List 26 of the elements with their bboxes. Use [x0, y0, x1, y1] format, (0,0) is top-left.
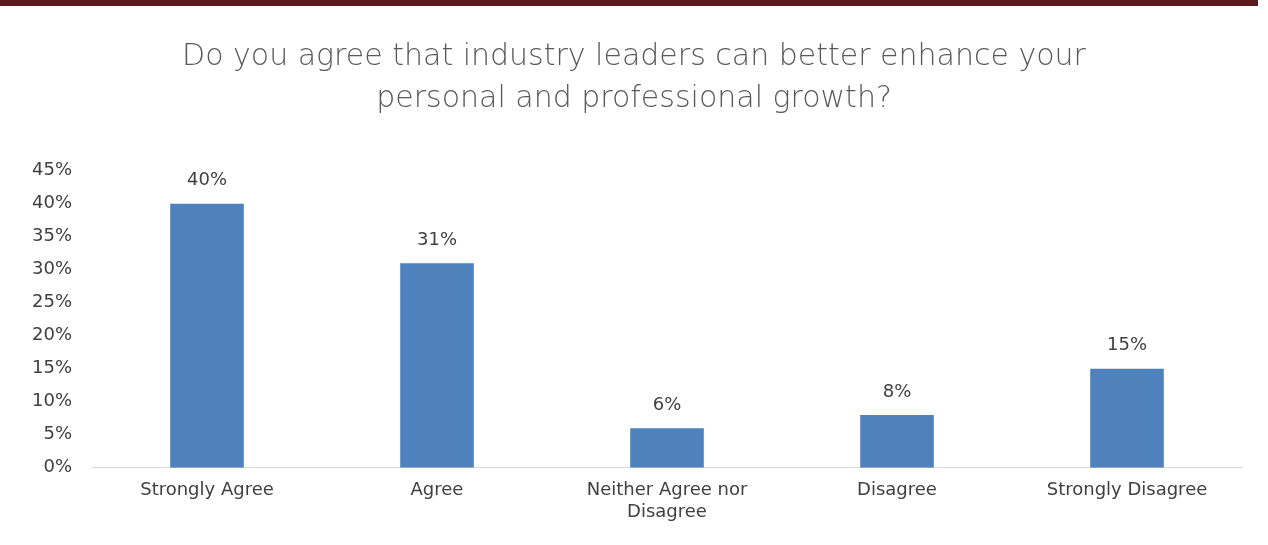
y-tick-label: 20% [31, 323, 73, 345]
x-tick-label: Strongly Agree [140, 478, 274, 500]
y-tick-label: 25% [31, 290, 73, 312]
bar [400, 263, 474, 468]
y-tick-label: 40% [31, 191, 73, 213]
bar [630, 428, 704, 468]
data-label: 8% [882, 379, 912, 401]
data-label: 6% [652, 392, 682, 414]
y-tick-label: 10% [31, 389, 73, 411]
y-tick-label: 35% [31, 224, 73, 246]
x-tick-label: Disagree [857, 478, 937, 500]
bar [170, 203, 244, 468]
y-tick-label: 0% [43, 455, 73, 477]
y-tick-label: 5% [43, 422, 73, 444]
x-tick-label: Neither Agree nor Disagree [586, 478, 748, 521]
bar [860, 415, 934, 468]
x-tick-label: Agree [410, 478, 464, 500]
y-tick-label: 45% [31, 158, 73, 180]
data-label: 40% [187, 168, 228, 190]
y-tick-label: 30% [31, 257, 73, 279]
data-label: 31% [417, 227, 458, 249]
bar [1090, 368, 1164, 468]
data-label: 15% [1106, 333, 1148, 355]
x-tick-label: Strongly Disagree [1046, 478, 1208, 500]
chart-title: Do you agree that industry leaders can better enhance your personal and professional growth? [181, 36, 1087, 116]
y-tick-label: 15% [31, 356, 73, 378]
